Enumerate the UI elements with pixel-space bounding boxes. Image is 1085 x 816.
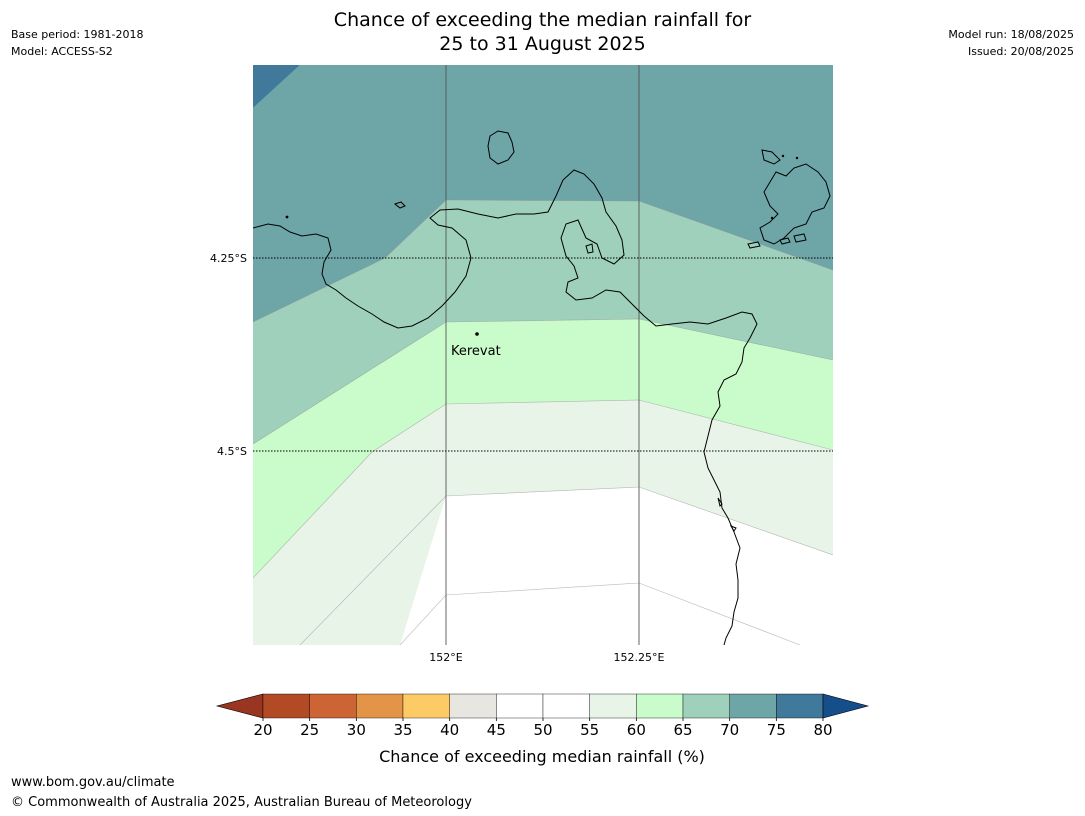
coastline-islet-1	[393, 201, 406, 209]
coastline-islet-2	[761, 149, 781, 165]
band-60	[253, 319, 833, 578]
chart-title: Chance of exceeding the median rainfall …	[0, 8, 1085, 56]
colorbar-swatch	[309, 693, 357, 719]
coastline-new-britain	[253, 169, 758, 645]
colorbar-swatch	[356, 693, 404, 719]
colorbar-swatch	[402, 693, 450, 719]
colorbar-tick-label: 80	[813, 721, 832, 739]
title-line-1: Chance of exceeding the median rainfall …	[333, 9, 752, 31]
coastline-islet-4	[779, 237, 791, 245]
meta-right: Model run: 18/08/2025 Issued: 20/08/2025	[948, 26, 1074, 60]
lon-label-152: 152°E	[429, 651, 462, 664]
colorbar-tick-label: 60	[627, 721, 646, 739]
lat-label-4-5: 4.5°S	[217, 445, 247, 458]
meta-left: Base period: 1981-2018 Model: ACCESS-S2	[11, 26, 143, 60]
kerevat-marker	[475, 332, 479, 336]
lat-label-4-25: 4.25°S	[210, 252, 247, 265]
colorbar-tick-label: 20	[253, 721, 272, 739]
colorbar-swatch	[542, 693, 590, 719]
colorbar-swatch	[729, 693, 777, 719]
footer-url: www.bom.gov.au/climate	[11, 775, 175, 790]
coastline-duke-of-york	[759, 163, 831, 245]
model-text: Model: ACCESS-S2	[11, 45, 113, 58]
colorbar-extend-low	[215, 693, 264, 719]
issued-text: Issued: 20/08/2025	[967, 45, 1074, 58]
colorbar-tick-label: 70	[720, 721, 739, 739]
islet-dot-2	[781, 154, 785, 158]
footer-copyright: © Commonwealth of Australia 2025, Austra…	[11, 795, 472, 810]
colorbar-tick-label: 75	[767, 721, 786, 739]
colorbar-title: Chance of exceeding median rainfall (%)	[379, 747, 705, 766]
colorbar-swatch	[682, 693, 730, 719]
colorbar-swatch	[776, 693, 824, 719]
lon-label-152-25: 152.25°E	[614, 651, 665, 664]
coastlines	[253, 130, 831, 645]
colorbar-tick-label: 30	[347, 721, 366, 739]
colorbar-tick-label: 35	[393, 721, 412, 739]
islet-dot-3	[795, 156, 799, 160]
colorbar-swatch	[449, 693, 497, 719]
colorbar-swatch	[496, 693, 544, 719]
colorbar-tick-label: 25	[300, 721, 319, 739]
band-70	[253, 65, 833, 322]
colorbar-tick-label: 40	[440, 721, 459, 739]
colorbar-tick-label: 50	[533, 721, 552, 739]
band-55	[253, 400, 833, 645]
coastline-small-island-north	[487, 130, 515, 165]
colorbar-tick-label: 65	[673, 721, 692, 739]
model-run-text: Model run: 18/08/2025	[948, 28, 1074, 41]
kerevat-label: Kerevat	[451, 344, 501, 359]
graticule	[253, 65, 833, 645]
map-panel: Kerevat	[253, 65, 833, 645]
coastline-islet-6	[717, 497, 723, 507]
colorbar: 20 25 30 35 40 45 50 55 60 65 70 75 80	[215, 693, 870, 739]
colorbar-swatch	[636, 693, 684, 719]
coastline-inner-islet	[585, 243, 594, 254]
islet-dot-1	[285, 215, 289, 219]
band-65	[253, 200, 833, 444]
colorbar-swatch	[262, 693, 310, 719]
colorbar-extend-high	[822, 693, 870, 719]
colorbar-tick-label: 55	[580, 721, 599, 739]
colorbar-swatch	[589, 693, 637, 719]
coastline-islet-7	[729, 524, 737, 532]
colorbar-tick-label: 45	[487, 721, 506, 739]
coastline-islet-5	[793, 233, 807, 243]
islet-dot-4	[770, 216, 774, 220]
base-period-text: Base period: 1981-2018	[11, 28, 144, 41]
coastline-islet-3	[747, 241, 761, 249]
title-line-2: 25 to 31 August 2025	[439, 33, 646, 55]
band-75	[253, 65, 300, 108]
